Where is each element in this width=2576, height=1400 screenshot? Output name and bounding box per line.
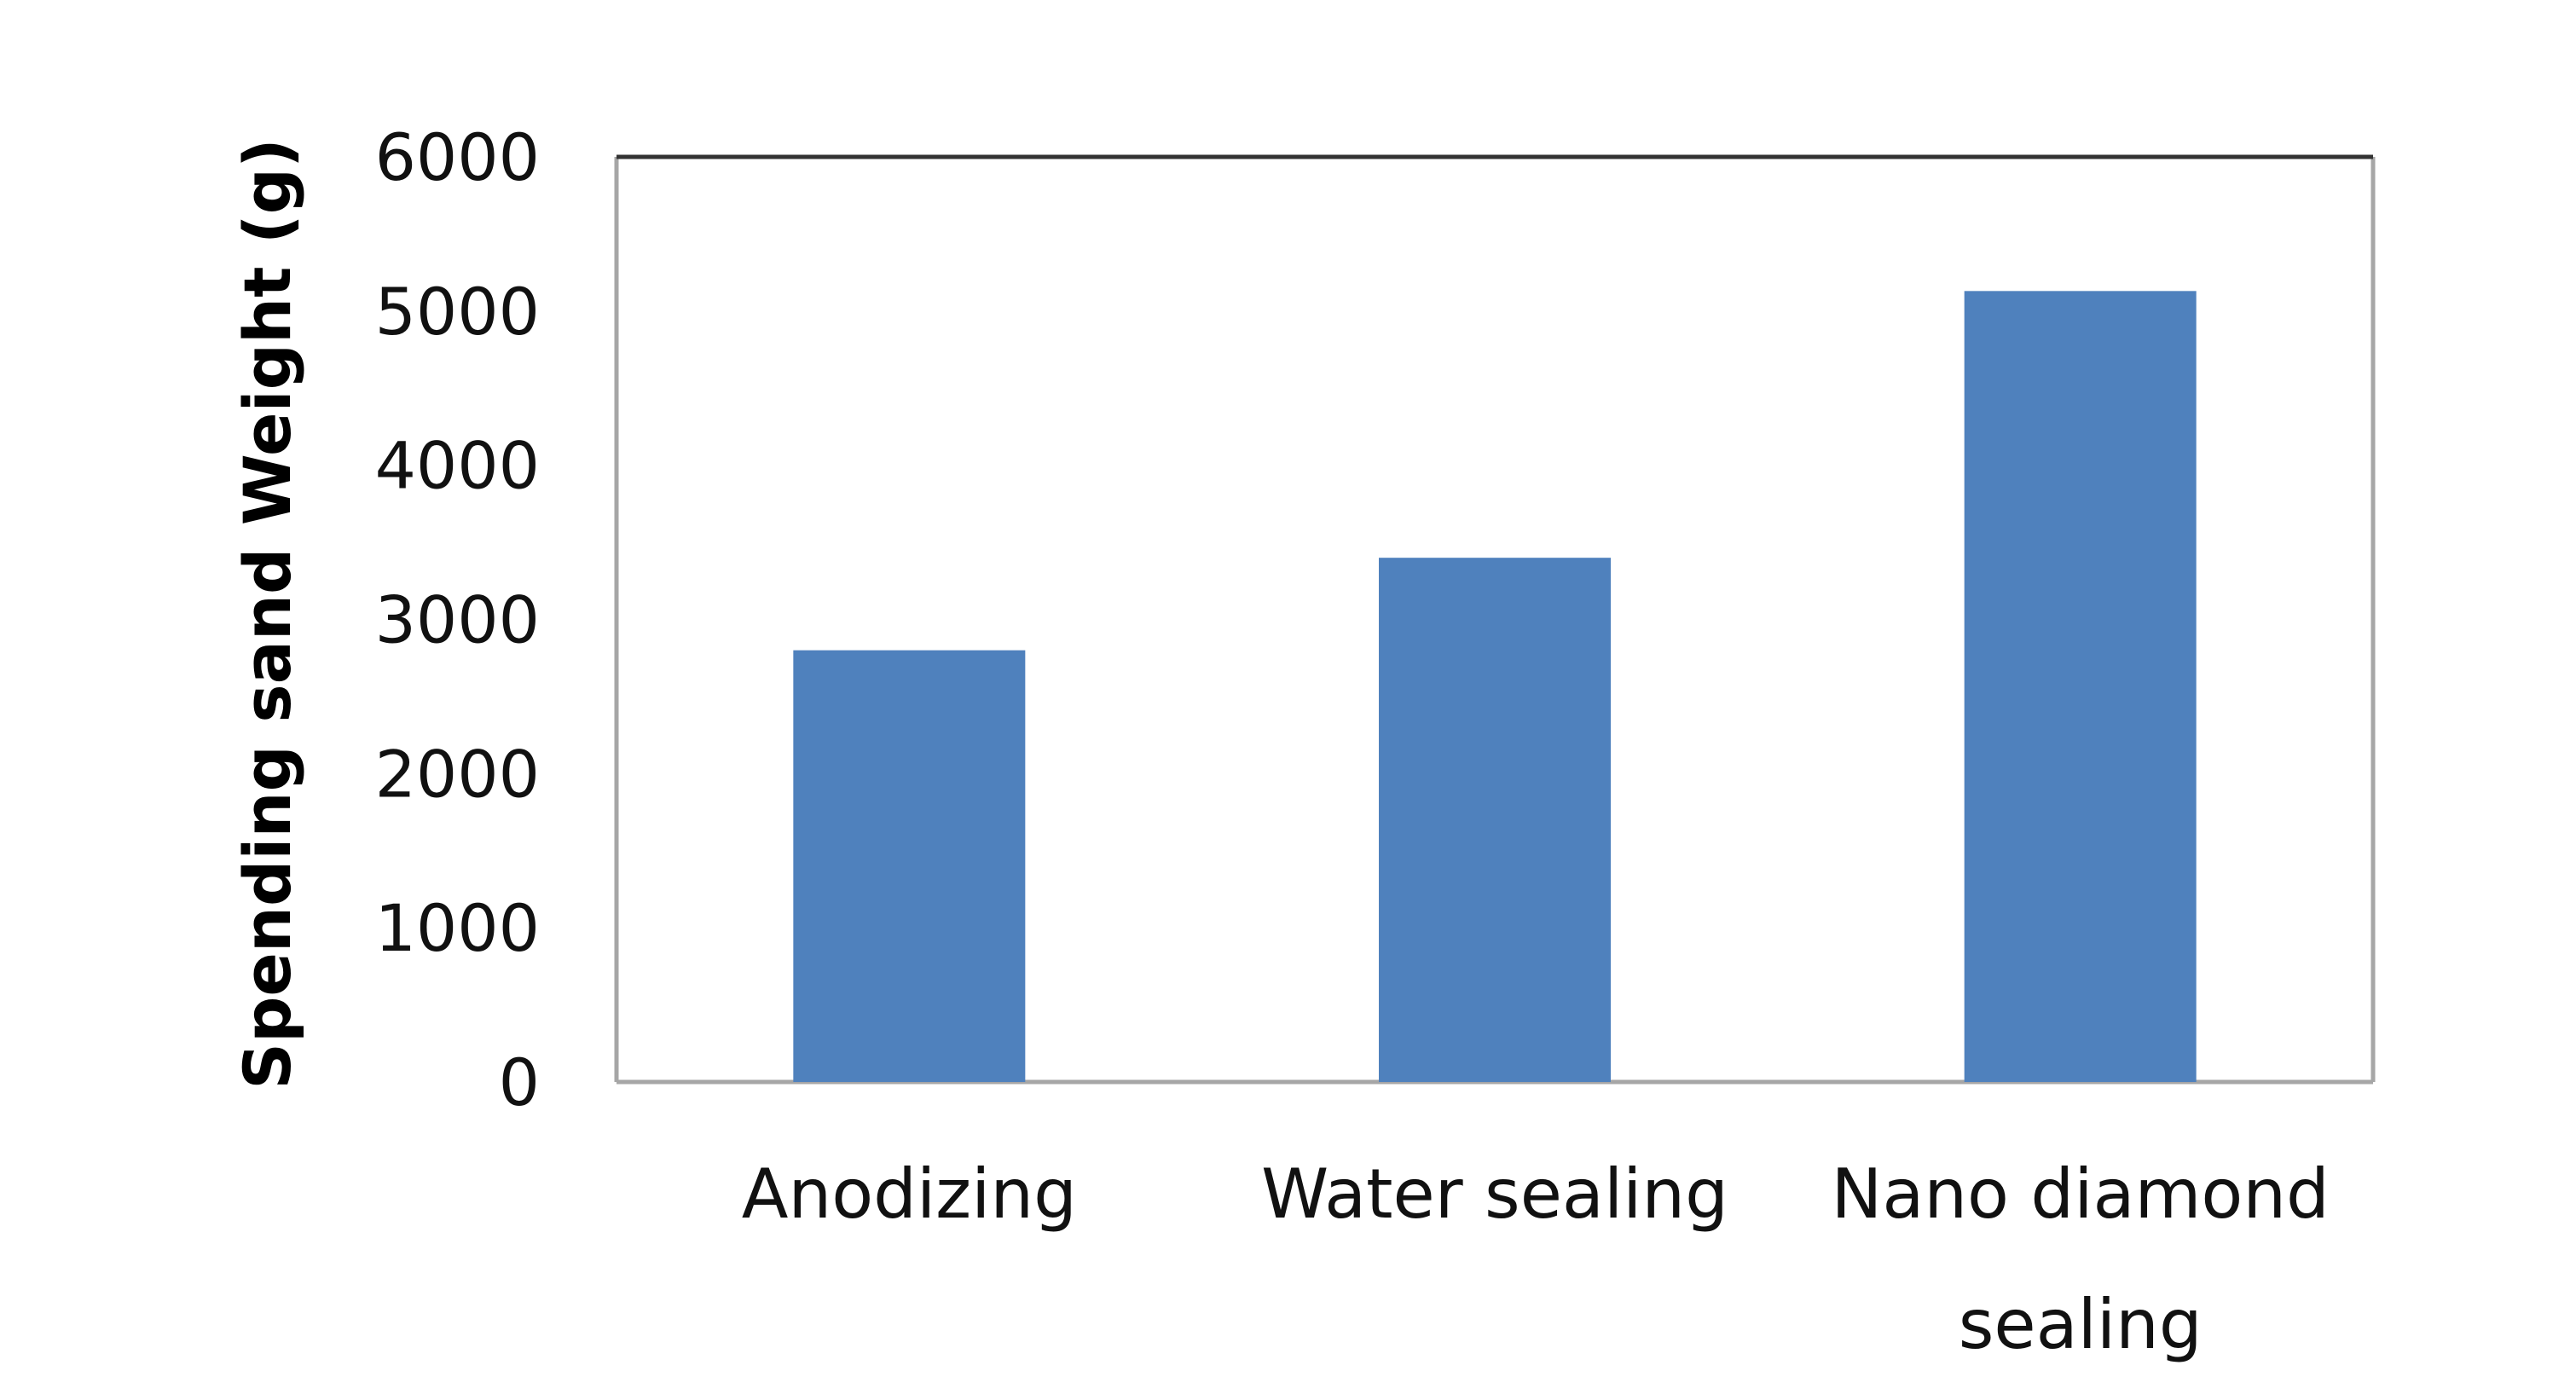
x-category-label: Anodizing [742,1154,1077,1234]
y-axis-title: Spending sand Weight (g) [229,138,305,1090]
y-tick-label: 6000 [375,119,540,195]
bar [1964,291,2197,1082]
bar [793,650,1026,1082]
x-category-label: Water sealing [1261,1154,1728,1234]
x-category-label: Nano diamond [1831,1154,2329,1234]
bar [1379,558,1611,1082]
bars [793,291,2197,1082]
y-axis-ticks: 0 1000 2000 3000 4000 5000 6000 [375,119,540,1120]
y-tick-label: 0 [499,1044,540,1120]
x-category-label: sealing [1959,1285,2203,1364]
y-tick-label: 1000 [375,890,540,966]
y-tick-label: 4000 [375,428,540,504]
y-tick-label: 5000 [375,274,540,350]
x-axis-labels: Anodizing Water sealing Nano diamond sealin… [742,1154,2330,1364]
y-tick-label: 2000 [375,736,540,812]
y-tick-label: 3000 [375,582,540,658]
